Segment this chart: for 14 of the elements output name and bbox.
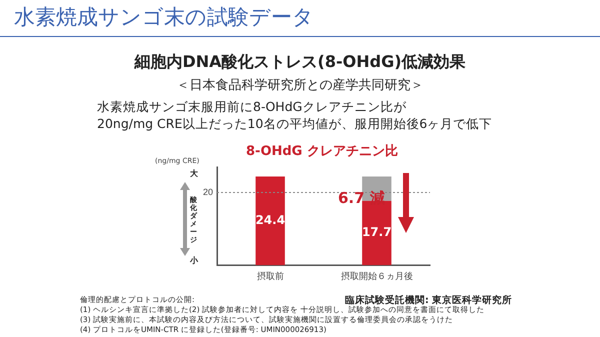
y-tick-label: 20: [202, 186, 213, 197]
text: 臨床試験受託機関: 東京医科学研究所: [345, 295, 512, 306]
text: 大: [190, 169, 198, 179]
chart-subtitle: 細胞内DNA酸化ストレス(8-OHdG)低減効果: [133, 52, 467, 71]
text: 小: [190, 256, 198, 266]
data-label: 24.4: [255, 212, 286, 227]
text: 水素焼成サンゴ末服用前に8-OHdGクレアチニン比が: [97, 99, 406, 114]
chart-title: 水素焼成サンゴ末の試験データ: [14, 5, 314, 30]
text: 20ng/mg CRE以上だった10名の平均値が、服用開始後6ヶ月で低下: [97, 116, 492, 131]
data-label: 17.7: [362, 225, 392, 240]
x-tick-label: 摂取開始６ヵ月後: [340, 271, 413, 282]
x-tick-label: 摂取前: [256, 271, 284, 282]
text: 8-OHdG クレアチニン比: [246, 144, 398, 160]
text: ＜日本食品科学研究所との産学共同研究＞: [176, 78, 424, 94]
